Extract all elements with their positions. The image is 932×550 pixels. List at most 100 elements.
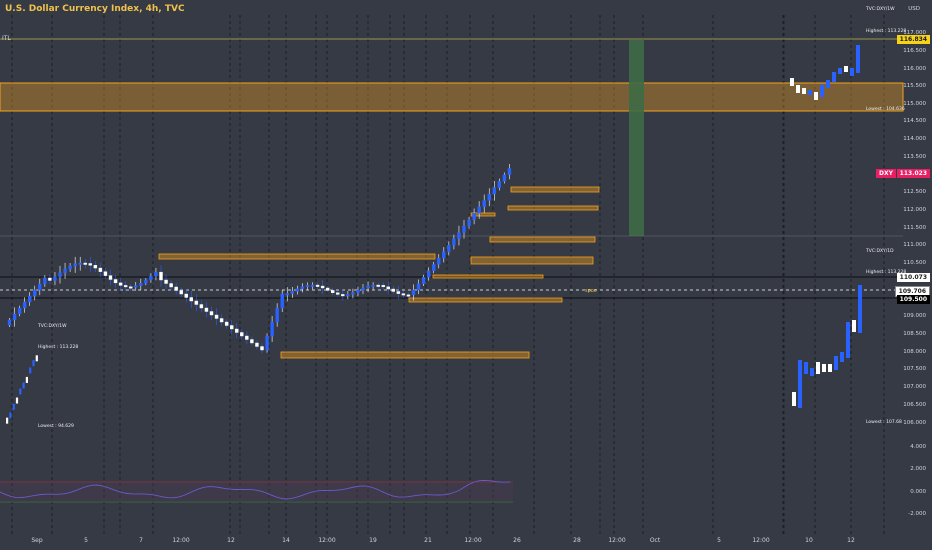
price-tag-top: 116.834	[896, 35, 930, 44]
candle	[290, 291, 294, 294]
candle	[58, 272, 62, 277]
time-axis-label: 14	[282, 537, 290, 544]
inset-candle	[790, 78, 794, 86]
inset-candle	[798, 360, 802, 408]
candle	[83, 262, 87, 265]
candle	[275, 307, 279, 323]
inset-candle	[35, 355, 38, 362]
candle	[336, 292, 340, 295]
candle	[139, 283, 143, 286]
candle	[406, 294, 411, 297]
candle	[401, 293, 406, 296]
candle	[442, 251, 446, 259]
inset-candle	[834, 356, 838, 370]
inset-candle	[810, 368, 814, 376]
candle	[285, 293, 289, 296]
time-axis-label: 10	[805, 537, 813, 544]
inset-candle	[25, 376, 28, 383]
candle	[144, 279, 148, 284]
candle	[194, 300, 199, 305]
inset-candle	[858, 285, 862, 333]
candle	[432, 264, 436, 271]
price-tag-dxy: 113.023	[896, 169, 930, 178]
price-tag-p1: 110.073	[896, 273, 930, 282]
order-block	[489, 236, 596, 243]
oscillator-band	[0, 482, 513, 502]
inset-candle	[820, 85, 824, 97]
inset-candle	[29, 367, 32, 374]
candle	[421, 277, 426, 284]
inset-top-highest: Highest : 113.228	[866, 29, 907, 34]
candle	[123, 285, 128, 288]
inset-mid-highest: Highest : 113.228	[866, 270, 907, 275]
price-axis-label: 116.500	[903, 48, 926, 54]
candle	[305, 285, 310, 287]
candle	[7, 319, 12, 326]
time-axis-label: 12:00	[752, 537, 770, 544]
price-axis-label: 115.000	[903, 101, 926, 107]
currency-label[interactable]: USD	[908, 6, 920, 12]
candle	[43, 277, 47, 285]
inset-top-symbol: TVC:DXY/1W	[866, 7, 895, 12]
inset-left-highest: Highest : 113.228	[38, 345, 79, 350]
candle	[229, 325, 234, 330]
inset-candle	[852, 320, 856, 332]
candle	[134, 285, 138, 288]
candle	[351, 292, 355, 295]
time-axis-label: 26	[513, 537, 521, 544]
candle	[325, 287, 330, 291]
time-axis-label: 7	[139, 537, 143, 544]
candle	[497, 180, 502, 188]
candle	[447, 244, 451, 252]
candle	[128, 286, 133, 289]
candle	[502, 174, 507, 182]
candle	[108, 275, 113, 280]
chart-title: U.S. Dollar Currency Index, 4h, TVC	[5, 4, 185, 14]
time-axis-label: Sep	[31, 537, 43, 544]
oscillator-line	[0, 479, 511, 500]
price-axis-label: 111.000	[903, 242, 926, 248]
candle	[219, 318, 224, 323]
time-zone	[629, 40, 644, 236]
inset-candle	[808, 90, 812, 95]
supply-zone	[0, 82, 904, 112]
inset-mid-lowest: Lowest : 107.68	[866, 420, 902, 425]
price-axis-label: 107.000	[903, 384, 926, 390]
candle	[391, 288, 395, 292]
candle	[103, 271, 108, 276]
candle	[199, 304, 204, 309]
candle	[376, 284, 380, 287]
price-axis-label: 106.000	[903, 420, 926, 426]
inset-candle	[15, 397, 19, 404]
order-block	[507, 205, 599, 211]
price-axis-label: 116.000	[903, 66, 926, 72]
order-block	[408, 297, 563, 303]
inset-candle	[792, 392, 796, 406]
candle	[250, 339, 254, 344]
inset-candle	[796, 85, 800, 93]
candle	[53, 276, 57, 281]
inset-candle	[856, 45, 860, 73]
time-axis-label: 12:00	[318, 537, 336, 544]
candle	[93, 265, 98, 269]
candle	[356, 290, 360, 293]
time-axis-label: 12:00	[608, 537, 626, 544]
candle	[255, 342, 259, 347]
candle	[320, 285, 325, 289]
candle	[98, 267, 103, 272]
price-axis-label: 112.000	[903, 207, 926, 213]
candle	[78, 262, 82, 265]
price-axis-label: 109.000	[903, 313, 926, 319]
inset-candle	[32, 360, 35, 367]
candle	[214, 314, 219, 319]
candle	[346, 294, 350, 297]
inset-left-symbol: TVC:DXY/1W	[38, 324, 67, 329]
candle	[331, 290, 335, 293]
candle	[462, 225, 466, 233]
price-axis-label: 115.500	[903, 83, 926, 89]
inset-candle	[19, 388, 22, 395]
candle	[507, 168, 512, 175]
time-axis-label: Oct	[649, 537, 661, 544]
time-axis-label: 12	[227, 537, 235, 544]
